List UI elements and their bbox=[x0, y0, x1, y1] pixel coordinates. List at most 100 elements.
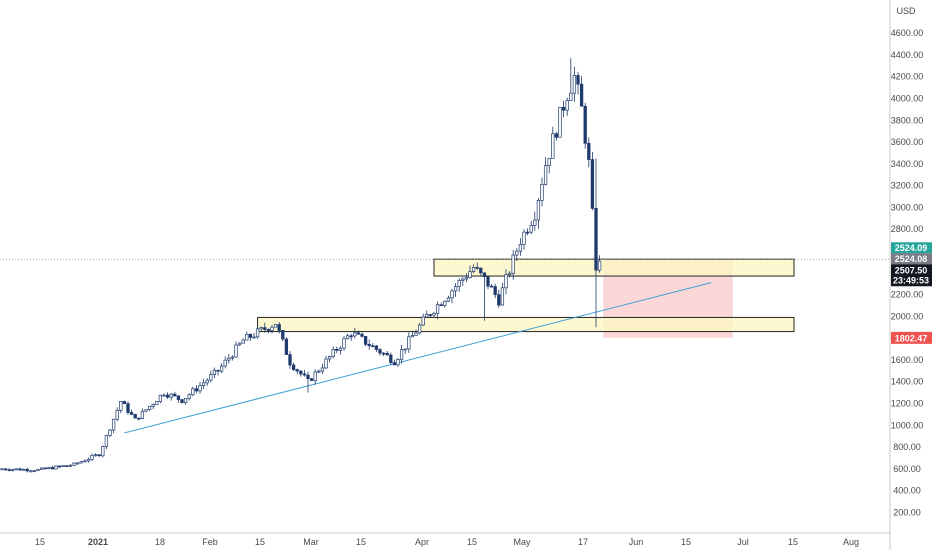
candle[interactable] bbox=[183, 398, 188, 405]
candle[interactable] bbox=[230, 355, 235, 361]
candle[interactable] bbox=[360, 332, 364, 338]
candle[interactable] bbox=[551, 126, 555, 159]
candle[interactable] bbox=[587, 137, 591, 168]
candle[interactable] bbox=[529, 221, 533, 235]
candle[interactable] bbox=[450, 288, 454, 304]
candle[interactable] bbox=[263, 322, 267, 333]
candle[interactable] bbox=[385, 350, 389, 356]
candle[interactable] bbox=[133, 413, 137, 419]
candle[interactable] bbox=[201, 378, 206, 390]
candle[interactable] bbox=[353, 327, 357, 339]
candle[interactable] bbox=[65, 465, 69, 467]
candle[interactable] bbox=[392, 359, 397, 366]
candle[interactable] bbox=[295, 368, 299, 375]
candle[interactable] bbox=[335, 346, 339, 354]
candle[interactable] bbox=[367, 339, 371, 350]
candle[interactable] bbox=[32, 469, 37, 473]
candle[interactable] bbox=[576, 71, 580, 95]
candle[interactable] bbox=[234, 341, 238, 358]
candle[interactable] bbox=[227, 353, 231, 364]
candle[interactable] bbox=[432, 311, 436, 319]
candle[interactable] bbox=[522, 229, 526, 250]
candle[interactable] bbox=[111, 418, 116, 434]
candle[interactable] bbox=[68, 464, 73, 467]
candle[interactable] bbox=[104, 434, 109, 449]
candle[interactable] bbox=[43, 467, 47, 470]
candle[interactable] bbox=[421, 313, 425, 326]
candle[interactable] bbox=[342, 335, 346, 351]
candle[interactable] bbox=[345, 333, 350, 340]
candle[interactable] bbox=[446, 295, 451, 302]
candle[interactable] bbox=[237, 342, 242, 346]
candle[interactable] bbox=[144, 409, 148, 413]
candle[interactable] bbox=[198, 381, 202, 394]
candle[interactable] bbox=[547, 158, 551, 174]
candle[interactable] bbox=[3, 468, 8, 471]
candle[interactable] bbox=[291, 362, 296, 371]
candle[interactable] bbox=[173, 391, 177, 397]
candle[interactable] bbox=[396, 357, 400, 367]
candle[interactable] bbox=[302, 369, 307, 377]
candle[interactable] bbox=[0, 467, 4, 471]
candle[interactable] bbox=[518, 238, 523, 256]
candle[interactable] bbox=[169, 392, 173, 401]
candle[interactable] bbox=[216, 369, 220, 376]
candle[interactable] bbox=[187, 393, 191, 401]
candle[interactable] bbox=[11, 468, 15, 472]
candle[interactable] bbox=[151, 403, 155, 410]
candle[interactable] bbox=[21, 468, 26, 471]
candle[interactable] bbox=[115, 407, 119, 422]
candle[interactable] bbox=[561, 100, 566, 118]
candle[interactable] bbox=[324, 355, 328, 370]
candle[interactable] bbox=[75, 462, 80, 465]
candle[interactable] bbox=[299, 370, 303, 377]
candle[interactable] bbox=[363, 336, 368, 347]
candle[interactable] bbox=[108, 429, 112, 438]
candle[interactable] bbox=[266, 328, 271, 334]
candle[interactable] bbox=[349, 333, 353, 341]
candle[interactable] bbox=[497, 289, 501, 308]
candle[interactable] bbox=[374, 345, 379, 352]
candle[interactable] bbox=[417, 322, 422, 335]
candle[interactable] bbox=[313, 369, 317, 385]
candle[interactable] bbox=[180, 399, 184, 404]
candle[interactable] bbox=[165, 392, 170, 399]
candle[interactable] bbox=[306, 371, 310, 393]
candle[interactable] bbox=[439, 302, 443, 307]
candle[interactable] bbox=[425, 310, 429, 318]
candle[interactable] bbox=[511, 249, 515, 280]
candle[interactable] bbox=[338, 346, 343, 355]
candle[interactable] bbox=[558, 106, 562, 138]
candle[interactable] bbox=[39, 467, 44, 470]
candle[interactable] bbox=[457, 278, 461, 292]
candle[interactable] bbox=[245, 331, 249, 341]
candle[interactable] bbox=[565, 97, 569, 116]
candle[interactable] bbox=[486, 276, 490, 290]
lower-zone[interactable] bbox=[257, 316, 795, 333]
candle[interactable] bbox=[504, 269, 508, 295]
candle[interactable] bbox=[284, 337, 289, 355]
candle[interactable] bbox=[435, 301, 440, 320]
candle[interactable] bbox=[126, 401, 130, 415]
candle[interactable] bbox=[320, 363, 325, 374]
candle[interactable] bbox=[259, 326, 263, 331]
candle[interactable] bbox=[223, 356, 227, 369]
candle[interactable] bbox=[54, 465, 58, 470]
candle[interactable] bbox=[93, 453, 98, 457]
candle[interactable] bbox=[594, 158, 598, 328]
candle[interactable] bbox=[47, 466, 51, 470]
candle[interactable] bbox=[579, 76, 584, 107]
candle[interactable] bbox=[468, 265, 472, 279]
candle[interactable] bbox=[475, 262, 479, 270]
candle[interactable] bbox=[155, 400, 159, 405]
candle[interactable] bbox=[378, 348, 382, 356]
candle[interactable] bbox=[90, 453, 94, 462]
candle[interactable] bbox=[327, 355, 332, 363]
candle[interactable] bbox=[464, 273, 469, 283]
candle[interactable] bbox=[14, 468, 19, 471]
candle[interactable] bbox=[61, 465, 65, 467]
candle[interactable] bbox=[194, 385, 199, 394]
candle[interactable] bbox=[583, 102, 587, 149]
candle[interactable] bbox=[482, 272, 487, 321]
candle[interactable] bbox=[50, 465, 55, 470]
